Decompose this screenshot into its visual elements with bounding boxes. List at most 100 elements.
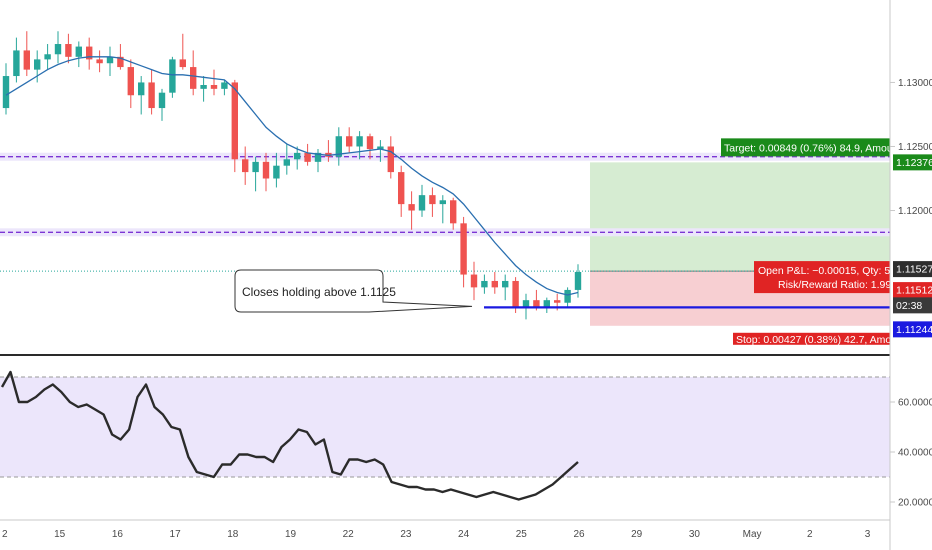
- osc-tick-label: 20.0000: [898, 498, 932, 509]
- candle-body: [418, 195, 426, 211]
- candle-body: [512, 280, 519, 307]
- candle-body: [13, 50, 20, 77]
- candle-body: [283, 159, 290, 166]
- price-tags: 1.12376 1.11527 1.11512 02:38 1.11244: [893, 154, 932, 338]
- candle-body: [34, 59, 41, 70]
- oscillator-axis-ticks: 60.0000 40.0000 20.0000: [890, 398, 932, 509]
- candle-body: [231, 82, 238, 160]
- candle-body: [314, 152, 322, 162]
- time-tick-label: 19: [285, 529, 297, 540]
- price-tag-label: 1.11527: [896, 264, 932, 276]
- candle-body: [75, 46, 82, 57]
- callout-box: [234, 269, 473, 313]
- price-tick-label: 1.13000: [898, 78, 932, 89]
- candle-body: [221, 82, 228, 89]
- position-labels: Target: 0.00849 (0.76%) 84.9, Amount Ope…: [721, 138, 906, 346]
- price-tick-label: 1.12500: [898, 142, 932, 153]
- profit-zone: [590, 162, 890, 272]
- target-label: Target: 0.00849 (0.76%) 84.9, Amount: [724, 142, 902, 154]
- time-tick-label: 22: [343, 529, 355, 540]
- time-axis-ticks: 2 15 16 17 18 19 22 23 24 25 26 29 30 May 2 3: [2, 529, 871, 540]
- candle-body: [366, 136, 374, 150]
- candle-body: [54, 44, 62, 55]
- candle-body: [377, 146, 384, 150]
- price-panel[interactable]: Closes holding above 1.1125 Target: 0.00…: [0, 31, 906, 346]
- candle-body: [356, 136, 363, 147]
- candle-body: [106, 56, 114, 64]
- pnl-label-bg: [754, 261, 890, 294]
- callout-text: Closes holding above 1.1125: [242, 285, 396, 299]
- candle-body: [335, 136, 342, 157]
- candle-body: [398, 172, 405, 205]
- candle-body: [439, 200, 446, 205]
- candle-body: [117, 56, 124, 68]
- candle-body: [470, 274, 478, 288]
- price-tag-label: 1.11512: [896, 285, 932, 297]
- candle-body: [387, 146, 394, 173]
- pnl-label: Open P&L: −0.00015, Qty: 585: [758, 265, 902, 277]
- oscillator-band: [0, 377, 890, 477]
- moving-average-line: [5, 56, 579, 296]
- price-tag-bg: [893, 154, 932, 171]
- price-tag-bg: [893, 261, 932, 278]
- candle-body: [554, 300, 561, 303]
- candle-body: [574, 271, 582, 290]
- price-tick-label: 1.12000: [898, 206, 932, 217]
- candle-body: [2, 76, 10, 109]
- callout[interactable]: Closes holding above 1.1125: [234, 269, 473, 313]
- candle-body: [294, 152, 301, 160]
- candle-body: [533, 300, 540, 307]
- time-tick-label: 17: [170, 529, 182, 540]
- price-axis-ticks: 1.13000 1.12500 1.12000: [890, 78, 932, 217]
- candle-body: [200, 85, 207, 89]
- candle-body: [252, 161, 259, 173]
- position-zones: [590, 162, 890, 326]
- candle-body: [304, 152, 311, 162]
- time-tick-label: May: [743, 529, 762, 540]
- candle-body: [346, 136, 353, 147]
- candle-body: [210, 85, 218, 89]
- candle-body: [65, 44, 72, 57]
- price-tag-bg: [893, 282, 932, 299]
- candle-body: [138, 82, 145, 96]
- time-tick-label: 24: [458, 529, 470, 540]
- candle-body: [190, 67, 197, 89]
- horizontal-lines: [0, 152, 890, 272]
- price-tag-bg: [893, 297, 932, 314]
- target-label-bg: [721, 138, 890, 157]
- candle-body: [481, 280, 488, 288]
- time-tick-label: 30: [689, 529, 701, 540]
- candle-body: [408, 204, 415, 211]
- candle-body: [169, 59, 176, 93]
- candle-body: [179, 59, 186, 68]
- osc-tick-label: 60.0000: [898, 398, 932, 409]
- time-tick-label: 29: [631, 529, 643, 540]
- time-tick-label: 16: [112, 529, 124, 540]
- candle-body: [450, 200, 457, 224]
- time-tick-label: 25: [516, 529, 528, 540]
- candle-body: [564, 289, 571, 303]
- candle-body: [460, 223, 467, 275]
- candle-body: [491, 280, 498, 288]
- candlestick-series: [2, 31, 582, 320]
- oscillator-line: [0, 370, 579, 501]
- stop-label-bg: [733, 332, 890, 345]
- time-tick-label: 3: [865, 529, 871, 540]
- candle-body: [502, 280, 509, 288]
- candle-body: [543, 300, 550, 307]
- oscillator-panel[interactable]: [0, 370, 890, 501]
- candle-body: [429, 195, 436, 205]
- candle-body: [273, 165, 280, 179]
- time-tick-label: 15: [54, 529, 66, 540]
- osc-tick-label: 40.0000: [898, 448, 932, 459]
- time-tick-label: 2: [2, 529, 8, 540]
- candle-body: [158, 92, 166, 109]
- price-tag-label: 1.12376: [896, 157, 932, 169]
- candle-body: [148, 82, 155, 109]
- stop-label: Stop: 0.00427 (0.38%) 42.7, Amount: [736, 334, 906, 346]
- candle-body: [242, 159, 249, 173]
- price-tag-label: 02:38: [896, 300, 922, 312]
- price-tag-bg: [893, 321, 932, 338]
- time-tick-label: 23: [400, 529, 412, 540]
